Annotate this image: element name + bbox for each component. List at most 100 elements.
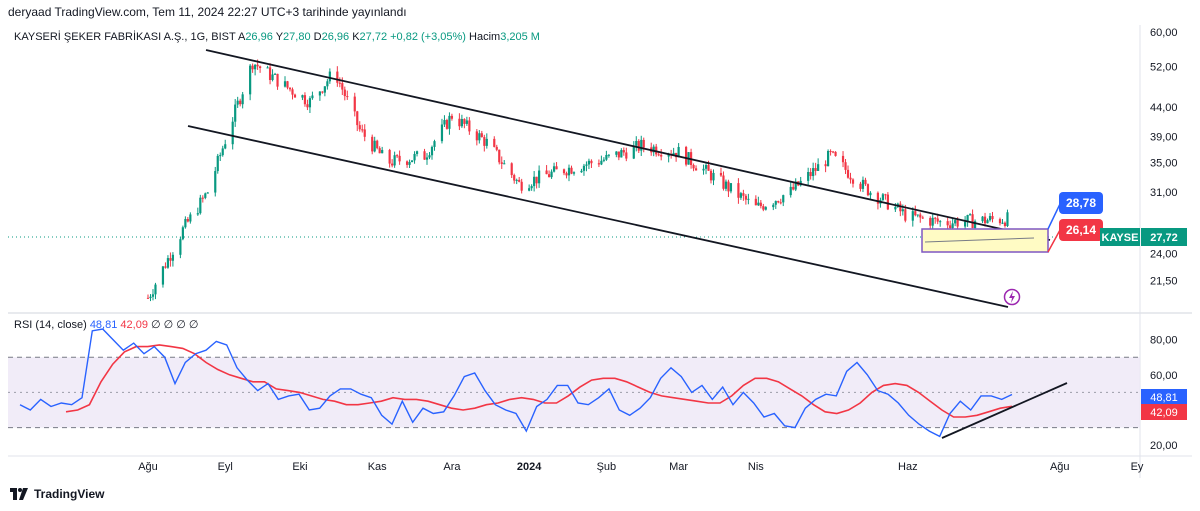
candle-body (737, 183, 740, 198)
candle-body (1001, 222, 1004, 224)
candle-body (782, 195, 785, 203)
candle-body (702, 168, 705, 171)
candle-body (171, 254, 175, 261)
symbol-title[interactable]: KAYSERİ ŞEKER FABRİKASI A.Ş., 1G, BIST (14, 31, 236, 43)
candle-body (480, 133, 483, 138)
candle-body (904, 209, 907, 221)
candle-body (983, 216, 987, 224)
candle-body (161, 266, 165, 285)
candle-body (602, 159, 605, 161)
candle-body (580, 170, 583, 173)
time-tick-label: Şub (597, 461, 617, 473)
rsi-ma-line (65, 344, 1013, 418)
candle-body (535, 176, 538, 184)
candle-body (826, 151, 830, 167)
candle-body (510, 163, 513, 176)
rsi-title[interactable]: RSI (14, close) (14, 319, 87, 331)
candle-body (231, 121, 234, 145)
candle-body (356, 111, 359, 126)
candle-body (757, 202, 760, 206)
candle-body (1003, 222, 1007, 226)
time-tick-label: Ağu (1050, 461, 1070, 473)
time-tick-label: Ağu (138, 461, 158, 473)
target-down-pointer (1047, 229, 1061, 253)
candle-body (632, 145, 635, 159)
candle-body (343, 89, 346, 97)
candle-body (169, 258, 172, 261)
candle-body (779, 202, 782, 204)
candle-body (939, 221, 942, 223)
candle-body (762, 206, 765, 210)
candle-body (530, 186, 533, 189)
low-value: 26,96 (321, 31, 350, 43)
rsi-trend-line[interactable] (941, 382, 1068, 439)
price-tick-label: 60,00 (1150, 27, 1178, 39)
candle-body (729, 183, 733, 192)
candle-body (196, 213, 199, 215)
candle-body (328, 71, 331, 82)
candle-body (846, 169, 850, 178)
time-axis[interactable]: Ağu Eyl Eki Kas Ara 2024 Şub Mar Nis Haz Ağu Ey (138, 461, 1144, 473)
candle-body (376, 140, 379, 149)
candle-body (440, 124, 444, 142)
candle-body (881, 194, 884, 201)
candle-body (234, 104, 237, 122)
time-tick-label: Mar (669, 461, 688, 473)
time-tick-label: 2024 (517, 461, 542, 473)
candle-body (149, 296, 152, 299)
channel-upper-line[interactable] (205, 49, 1051, 241)
target-down-callout[interactable] (1059, 219, 1103, 241)
price-tick-label: 44,00 (1150, 102, 1178, 114)
candle-body (415, 151, 419, 154)
candle-body (884, 194, 887, 196)
candle-body (607, 154, 610, 156)
candle-body (886, 194, 889, 210)
candle-body (396, 155, 399, 157)
candle-body (181, 227, 184, 240)
volume-value: 3,205 M (500, 31, 540, 43)
candle-body (425, 157, 429, 160)
price-axis[interactable]: 60,00 52,00 44,00 39,00 35,00 31,00 24,00 21,50 (1150, 27, 1178, 287)
candle-body (214, 171, 217, 193)
target-up-callout[interactable] (1059, 192, 1103, 214)
box-trend-line[interactable] (924, 237, 1035, 243)
candle-body (637, 140, 640, 151)
candle-body (373, 140, 376, 152)
candle-body (841, 155, 845, 163)
candle-body (249, 65, 252, 95)
tradingview-logo[interactable]: TradingView (10, 487, 104, 501)
candle-body (371, 136, 374, 152)
candle-body (814, 168, 817, 171)
candle-body (547, 174, 551, 178)
range-box[interactable] (921, 228, 1049, 253)
candle-body (381, 149, 384, 154)
candle-body (719, 172, 723, 176)
candle-body (184, 219, 187, 228)
candle-body (236, 100, 239, 105)
candle-body (777, 201, 780, 203)
candle-body (555, 166, 558, 170)
candle-body (321, 91, 324, 93)
candle-body (458, 118, 461, 127)
candle-body (186, 219, 189, 222)
candle-body (291, 89, 294, 95)
candle-body (254, 64, 257, 70)
channel-lower-line[interactable] (187, 125, 1009, 308)
candle-body (844, 162, 847, 170)
candle-body (224, 144, 227, 149)
rsi-tick-label: 60,00 (1150, 370, 1178, 382)
candle-body (341, 83, 344, 90)
close-label: K (352, 31, 360, 43)
time-tick-label: Ara (443, 461, 461, 473)
candle-body (864, 179, 867, 185)
candle-body (286, 81, 289, 88)
candle-body (954, 220, 957, 224)
candle-body (617, 151, 620, 158)
candle-body (876, 192, 880, 204)
candle-body (988, 216, 992, 221)
last-price-tag (1141, 228, 1187, 246)
candle-body (410, 160, 414, 162)
candle-body (189, 214, 192, 222)
candle-body (256, 64, 259, 67)
